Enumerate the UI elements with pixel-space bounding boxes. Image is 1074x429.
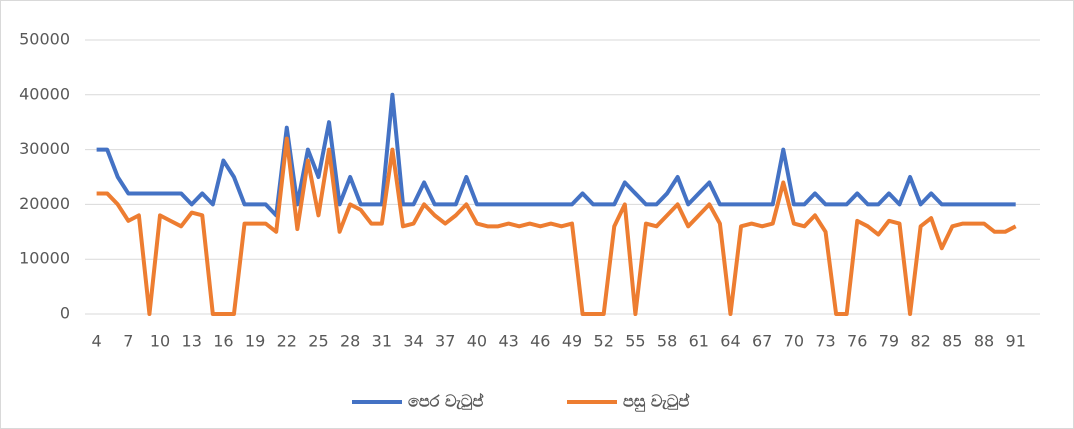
x-tick-label: 16 xyxy=(213,332,233,351)
x-tick-label: 31 xyxy=(372,332,392,351)
x-tick-label: 46 xyxy=(530,332,550,351)
x-tick-label: 88 xyxy=(974,332,994,351)
y-tick-label: 50000 xyxy=(19,30,70,49)
x-tick-label: 52 xyxy=(594,332,614,351)
y-tick-label: 20000 xyxy=(19,194,70,213)
x-tick-label: 85 xyxy=(942,332,962,351)
y-tick-label: 10000 xyxy=(19,249,70,268)
x-tick-label: 79 xyxy=(879,332,899,351)
x-tick-label: 64 xyxy=(720,332,740,351)
x-tick-label: 82 xyxy=(910,332,930,351)
x-tick-label: 40 xyxy=(467,332,487,351)
x-tick-label: 13 xyxy=(182,332,202,351)
x-tick-label: 61 xyxy=(689,332,709,351)
x-tick-label: 58 xyxy=(657,332,677,351)
x-tick-label: 67 xyxy=(752,332,772,351)
x-tick-label: 25 xyxy=(308,332,328,351)
x-tick-label: 10 xyxy=(150,332,170,351)
x-tick-label: 49 xyxy=(562,332,582,351)
x-tick-label: 73 xyxy=(815,332,835,351)
legend-label: පෙර වැටුප් xyxy=(408,392,484,411)
y-tick-label: 0 xyxy=(60,304,70,323)
x-tick-label: 37 xyxy=(435,332,455,351)
y-tick-label: 40000 xyxy=(19,84,70,103)
series-line xyxy=(96,92,1016,218)
x-tick-label: 76 xyxy=(847,332,867,351)
x-tick-label: 28 xyxy=(340,332,360,351)
legend-label: පසු වැටුප් xyxy=(623,392,690,413)
x-tick-label: 4 xyxy=(92,332,102,351)
x-tick-label: 70 xyxy=(784,332,804,351)
y-tick-label: 30000 xyxy=(19,139,70,158)
x-tick-label: 43 xyxy=(498,332,518,351)
x-tick-label: 55 xyxy=(625,332,645,351)
x-tick-label: 22 xyxy=(277,332,297,351)
series-line xyxy=(96,136,1017,316)
x-tick-label: 34 xyxy=(403,332,423,351)
x-tick-label: 19 xyxy=(245,332,265,351)
x-tick-label: 7 xyxy=(123,332,133,351)
x-tick-label: 91 xyxy=(1006,332,1026,351)
